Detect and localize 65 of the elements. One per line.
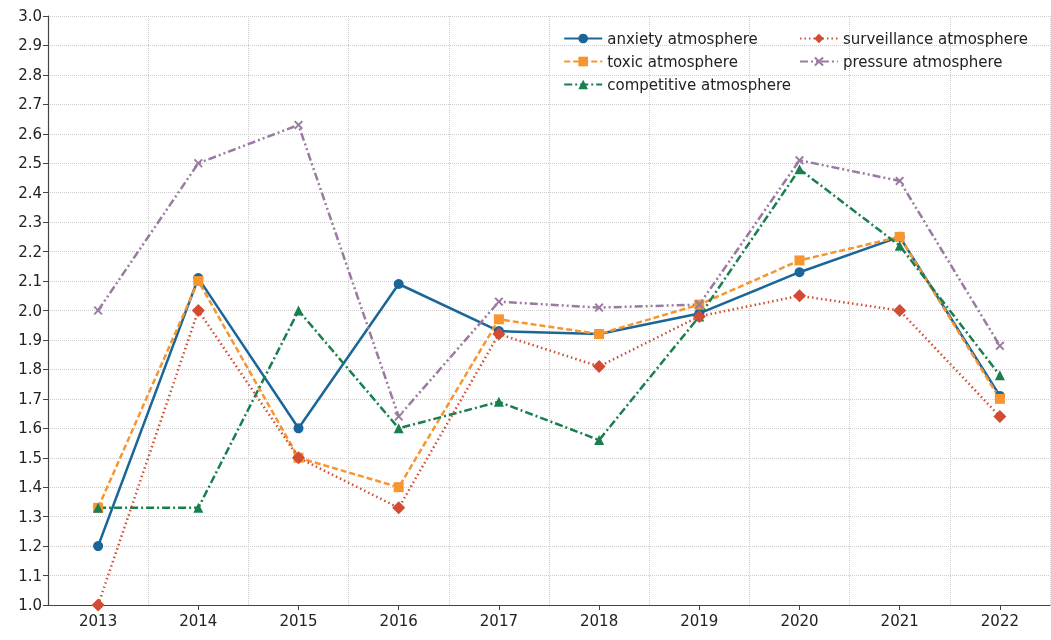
x-tick-label: 2013 bbox=[79, 611, 118, 630]
point bbox=[893, 304, 907, 317]
y-tick-label: 2.6 bbox=[18, 124, 42, 143]
x-tick-label: 2018 bbox=[580, 611, 619, 630]
point bbox=[393, 423, 404, 434]
point bbox=[995, 341, 1005, 351]
y-tick-label: 1.1 bbox=[18, 566, 42, 585]
point bbox=[93, 541, 104, 552]
y-tick-label: 1.2 bbox=[18, 537, 42, 556]
point bbox=[492, 327, 506, 341]
legend-label: surveillance atmosphere bbox=[842, 29, 1029, 48]
point bbox=[193, 158, 203, 168]
legend-label: toxic atmosphere bbox=[607, 52, 738, 71]
point bbox=[394, 412, 404, 422]
y-tick-label: 1.9 bbox=[18, 330, 42, 349]
point bbox=[493, 314, 504, 325]
y-tick-label: 2.7 bbox=[18, 95, 42, 114]
y-tick-label: 1.6 bbox=[18, 419, 42, 438]
legend-label: pressure atmosphere bbox=[842, 52, 1003, 71]
point bbox=[191, 304, 205, 317]
y-tick-label: 2.9 bbox=[18, 36, 42, 55]
point bbox=[794, 255, 805, 266]
point bbox=[894, 240, 905, 251]
point bbox=[895, 176, 905, 186]
y-tick-label: 1.5 bbox=[18, 448, 42, 467]
x-tick-label: 2016 bbox=[379, 611, 418, 630]
point bbox=[592, 359, 606, 373]
x-tick-label: 2020 bbox=[780, 611, 819, 630]
point bbox=[494, 297, 504, 307]
y-tick-label: 2.3 bbox=[18, 213, 42, 232]
point bbox=[293, 305, 304, 316]
point bbox=[393, 279, 404, 289]
point bbox=[794, 164, 805, 175]
x-tick-label: 2017 bbox=[479, 611, 518, 630]
y-tick-label: 1.0 bbox=[18, 596, 42, 614]
legend-label: competitive atmosphere bbox=[607, 75, 791, 94]
x-tick-label: 2014 bbox=[179, 611, 218, 630]
point bbox=[393, 482, 404, 493]
point bbox=[794, 267, 805, 278]
y-tick-label: 1.4 bbox=[18, 478, 42, 497]
point bbox=[193, 502, 204, 513]
y-tick-label: 2.4 bbox=[18, 183, 42, 202]
point bbox=[91, 598, 105, 612]
y-tick-label: 1.8 bbox=[18, 360, 42, 379]
point bbox=[493, 396, 504, 407]
y-tick-label: 2.1 bbox=[18, 272, 42, 291]
y-tick-label: 1.7 bbox=[18, 389, 42, 408]
point bbox=[594, 435, 605, 446]
x-tick-label: 2015 bbox=[279, 611, 318, 630]
x-tick-label: 2021 bbox=[880, 611, 919, 630]
y-tick-label: 3.0 bbox=[18, 7, 42, 25]
point bbox=[993, 410, 1007, 424]
y-tick-label: 2.8 bbox=[18, 65, 42, 84]
point bbox=[795, 155, 804, 165]
y-tick-label: 1.3 bbox=[18, 507, 42, 526]
point bbox=[392, 501, 406, 515]
y-tick-label: 2.5 bbox=[18, 154, 42, 173]
y-tick-label: 2.0 bbox=[18, 301, 42, 320]
point bbox=[793, 289, 806, 303]
point bbox=[293, 423, 304, 434]
y-tick-label: 2.2 bbox=[18, 242, 42, 261]
point bbox=[994, 370, 1005, 381]
x-tick-label: 2019 bbox=[680, 611, 719, 630]
legend-label: anxiety atmosphere bbox=[607, 29, 758, 48]
x-tick-label: 2022 bbox=[980, 611, 1019, 630]
